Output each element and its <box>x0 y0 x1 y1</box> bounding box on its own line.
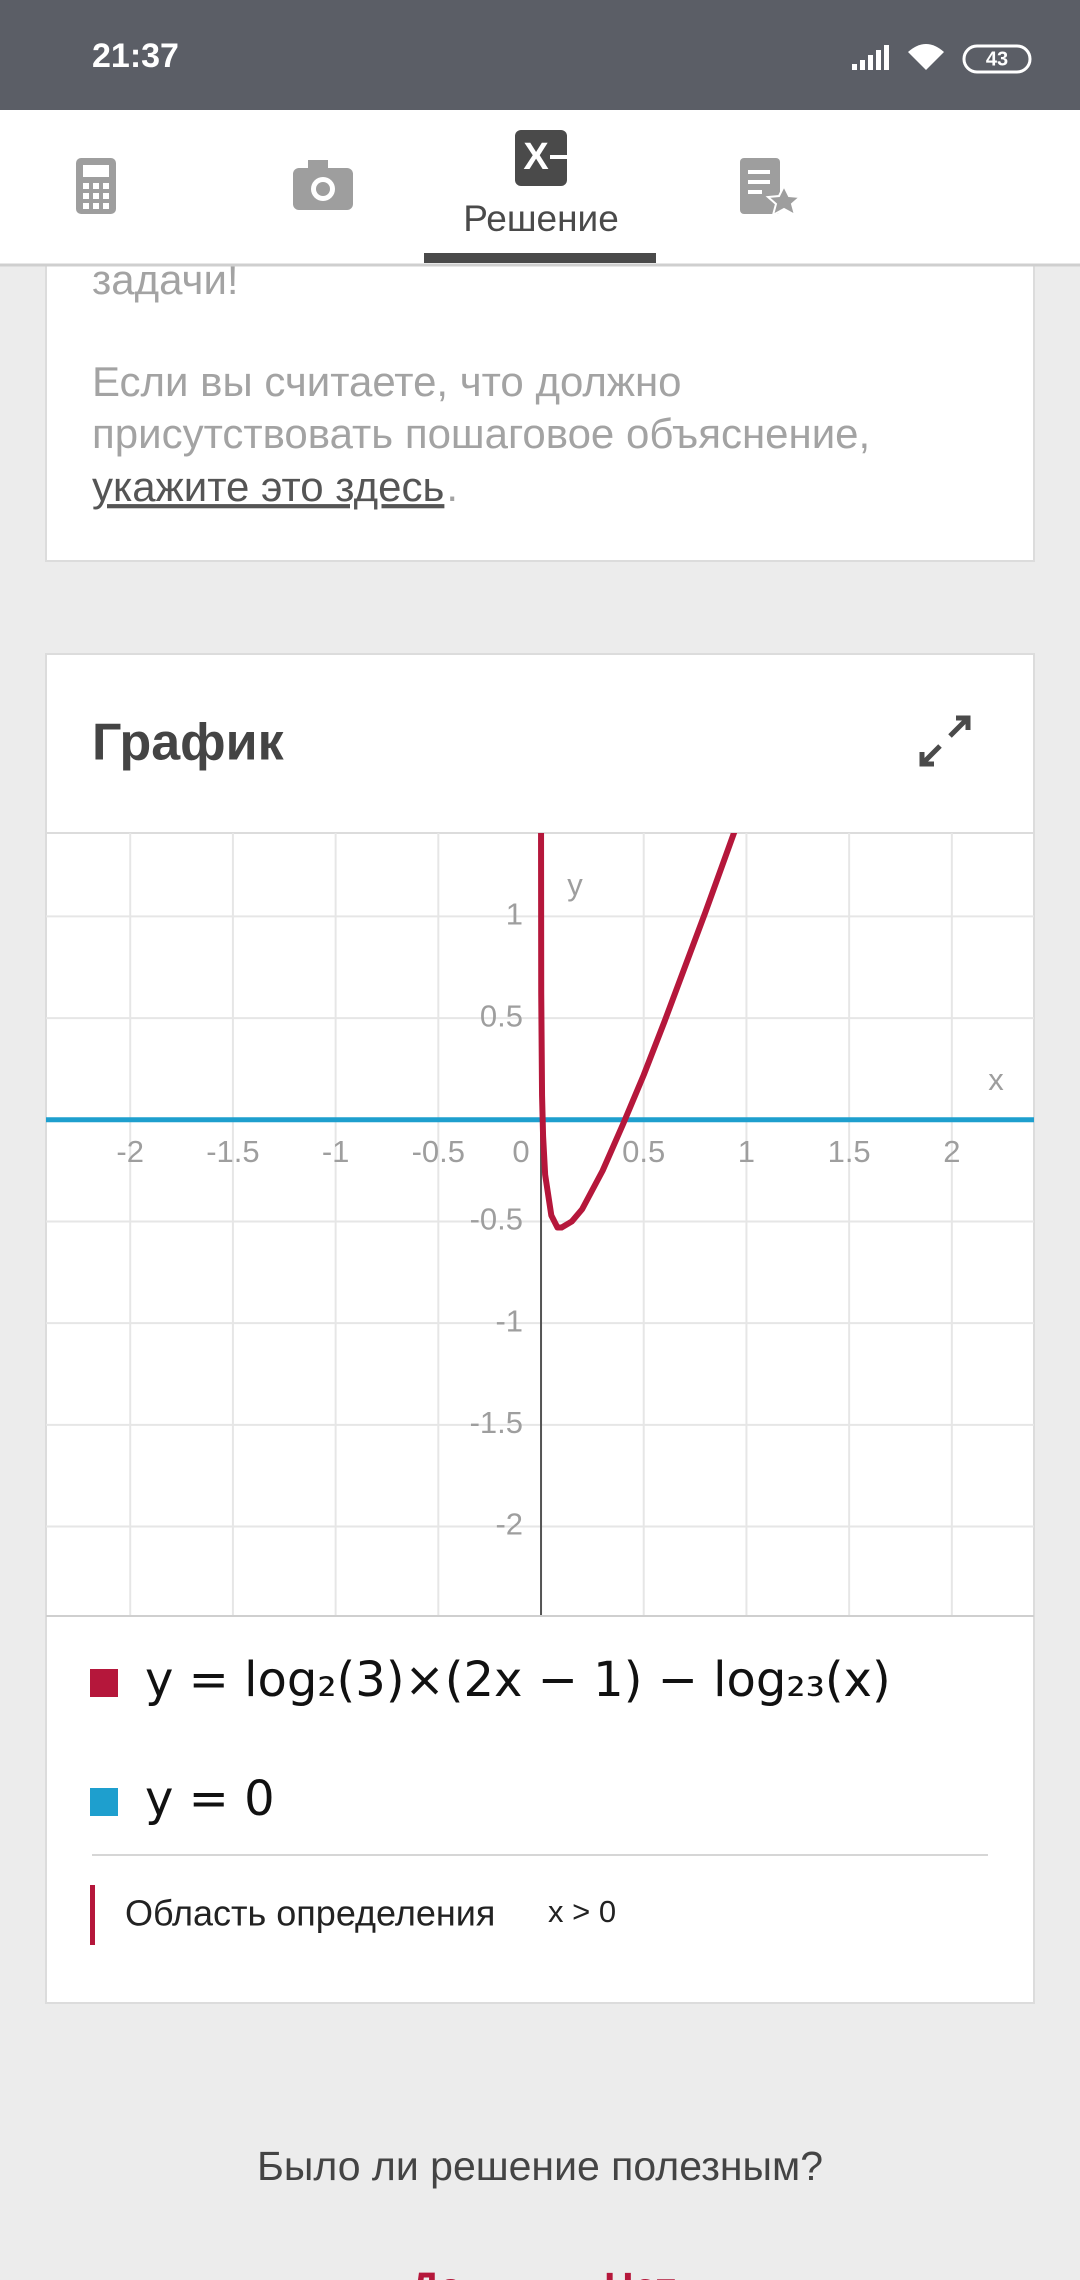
legend-swatch <box>90 1669 118 1697</box>
legend-label: y = log₂(3)×(2x − 1) − log₂₃(x) <box>145 1652 891 1708</box>
saved-tab[interactable] <box>740 158 803 218</box>
x-tick-label: -1 <box>322 1134 350 1169</box>
feedback-yes[interactable]: Да <box>410 2264 463 2280</box>
battery-level: 43 <box>986 48 1008 70</box>
x-tick-label: -2 <box>116 1134 144 1169</box>
status-bar <box>0 0 1080 110</box>
y-axis-label: y <box>567 867 583 902</box>
explanation-card <box>45 229 1035 562</box>
link-suffix: . <box>446 463 458 510</box>
wifi-icon <box>908 44 944 70</box>
y-tick-label: -2 <box>495 1507 523 1542</box>
y-tick-label: -1 <box>495 1303 523 1338</box>
legend: y = log₂(3)×(2x − 1) − log₂₃(x) y = 0 <box>90 1652 891 1827</box>
x-tick-label: 1.5 <box>828 1134 871 1169</box>
x-tick-label: 0 <box>512 1134 529 1169</box>
legend-swatch <box>90 1788 118 1816</box>
y-tick-label: -1.5 <box>470 1405 523 1440</box>
x-axis-label: x <box>988 1062 1004 1097</box>
report-link[interactable]: укажите это здесь <box>92 463 444 510</box>
feedback-question: Было ли решение полезным? <box>257 2143 823 2189</box>
expand-button[interactable] <box>919 715 971 767</box>
y-tick-label: -0.5 <box>470 1202 523 1237</box>
camera-tab[interactable] <box>293 160 353 210</box>
legend-label: y = 0 <box>145 1771 275 1827</box>
domain-marker <box>90 1885 95 1945</box>
series-line <box>538 833 738 1231</box>
svg-text:X: X <box>523 136 549 178</box>
battery-icon <box>962 44 1032 74</box>
feedback-no[interactable]: Нет <box>604 2264 676 2280</box>
x-tick-label: -1.5 <box>206 1134 259 1169</box>
status-time: 21:37 <box>92 37 179 75</box>
graph-title: График <box>92 714 285 772</box>
explanation-text: Если вы считаете, что должно <box>92 358 682 405</box>
x-tick-label: 0.5 <box>622 1134 665 1169</box>
x-tick-label: 2 <box>943 1134 960 1169</box>
x-tick-label: 1 <box>738 1134 755 1169</box>
x-tick-label: -0.5 <box>412 1134 465 1169</box>
solution-tab[interactable]: X Решение <box>463 130 619 239</box>
calculator-tab[interactable] <box>76 158 116 214</box>
tab-label: Решение <box>463 198 619 239</box>
active-tab-indicator <box>424 253 656 263</box>
y-tick-label: 1 <box>506 897 523 932</box>
y-tick-label: 0.5 <box>480 998 523 1033</box>
domain-value: x > 0 <box>548 1894 616 1929</box>
domain-label: Область определения <box>125 1893 495 1934</box>
plot: -2 -1.5 -1 -0.5 0 0.5 1 1.5 2 -2 -1.5 -1 -0.5 0.5 1 x y <box>46 833 1034 1616</box>
signal-icon <box>852 45 889 70</box>
explanation-text: присутствовать пошаговое объяснение, <box>92 410 870 457</box>
